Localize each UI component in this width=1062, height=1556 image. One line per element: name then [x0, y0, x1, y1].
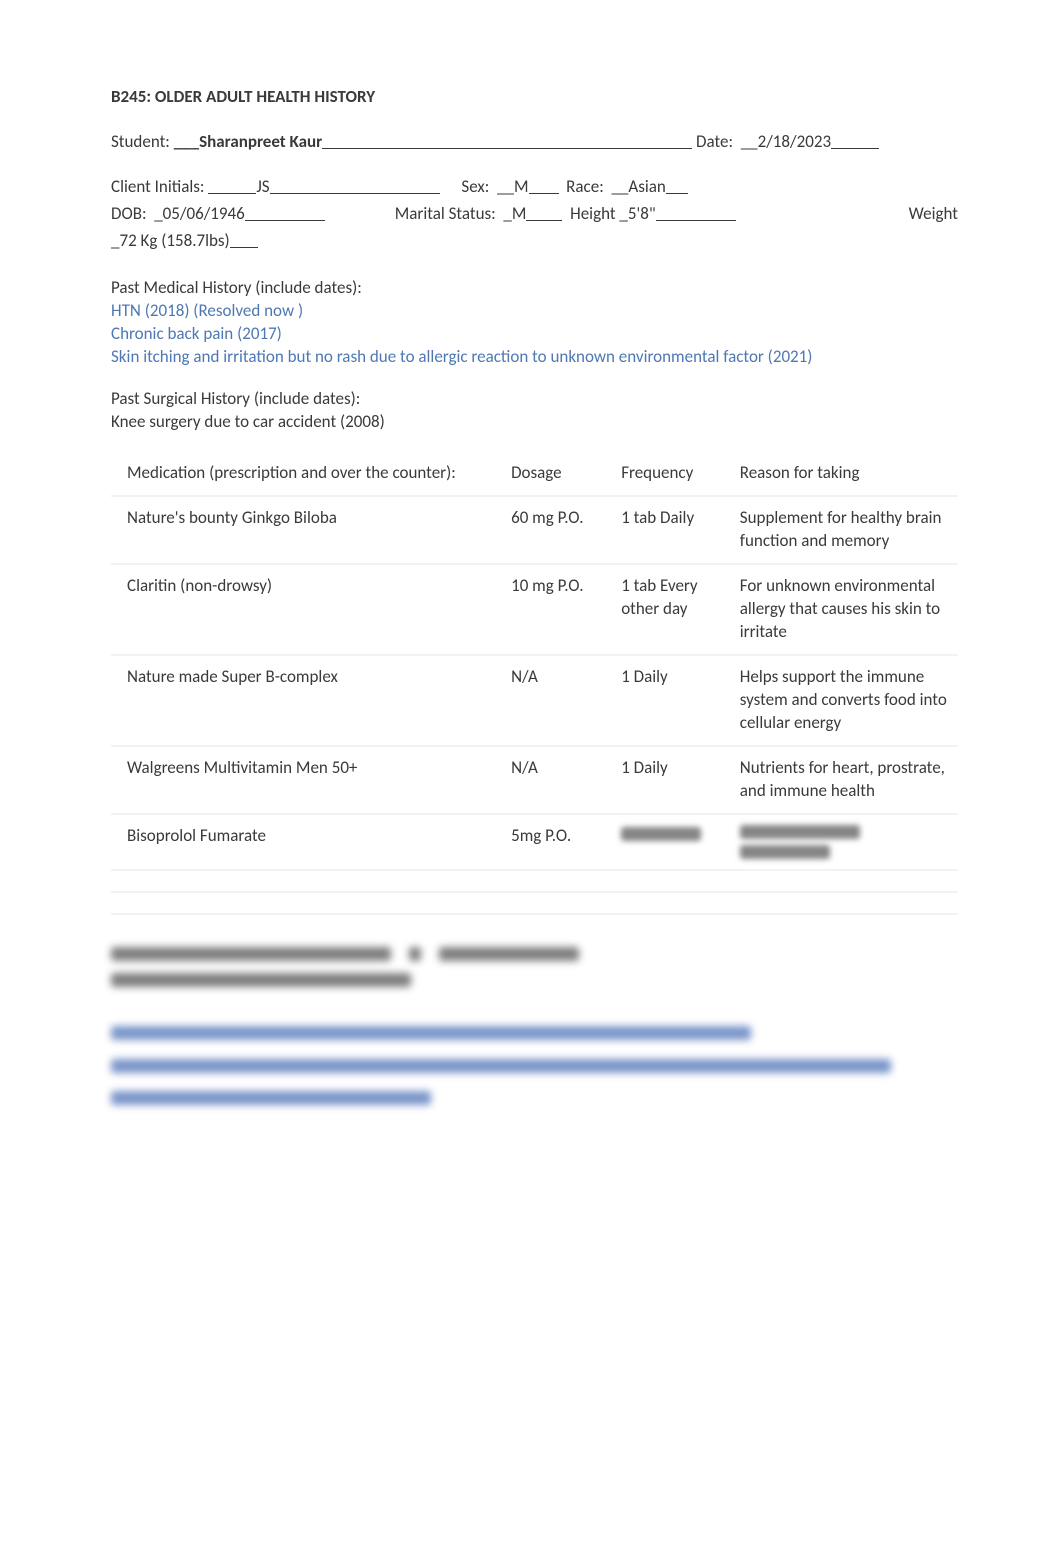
cell-reason: Supplement for healthy brain function an…: [738, 496, 958, 564]
page-title: B245: OLDER ADULT HEALTH HISTORY: [111, 86, 958, 109]
client-initials-value: JS: [256, 176, 269, 199]
cell-reason: For unknown environmental allergy that c…: [738, 564, 958, 655]
student-blank-line: [322, 131, 692, 149]
height-postline: [656, 203, 736, 221]
table-row-empty: [111, 870, 958, 892]
client-initials-preline: [208, 176, 256, 194]
date-label: Date:: [692, 131, 741, 154]
table-row: Walgreens Multivitamin Men 50+ N/A 1 Dai…: [111, 746, 958, 814]
blur-icon: [439, 947, 579, 961]
student-value: Sharanpreet Kaur: [199, 131, 322, 154]
client-sex-race-row: Client Initials: JS Sex: __ M Race: __ A…: [111, 176, 958, 199]
psh-label: Past Surgical History (include dates):: [111, 388, 958, 411]
dob-pre: _: [154, 203, 162, 226]
cell-dose: 5mg P.O.: [509, 814, 619, 870]
cell-dose: 60 mg P.O.: [509, 496, 619, 564]
table-header-row: Medication (prescription and over the co…: [111, 452, 958, 496]
th-reason: Reason for taking: [738, 452, 958, 496]
sex-label: Sex:: [458, 176, 497, 199]
cell-freq: 1 tab Daily: [619, 496, 738, 564]
date-blank-line: [831, 131, 879, 149]
pmh-line-0: HTN (2018) (Resolved now ): [111, 300, 958, 323]
cell-freq-blurred: [619, 814, 738, 870]
pmh-line-2: Skin itching and irritation but no rash …: [111, 346, 958, 369]
blur-icon: [111, 1091, 431, 1105]
cell-med: Bisoprolol Fumarate: [111, 814, 509, 870]
th-medication: Medication (prescription and over the co…: [111, 452, 509, 496]
cell-dose: 10 mg P.O.: [509, 564, 619, 655]
cell-reason: Helps support the immune system and conv…: [738, 655, 958, 746]
sex-value: M: [514, 176, 529, 199]
client-initials-postline: [270, 176, 440, 194]
marital-postline: [526, 203, 562, 221]
cell-dose: N/A: [509, 746, 619, 814]
student-date-row: Student: ___ Sharanpreet Kaur Date: __ 2…: [111, 131, 958, 154]
table-row: Claritin (non-drowsy) 10 mg P.O. 1 tab E…: [111, 564, 958, 655]
dob-marital-height-row: DOB: _ 05/06/1946 Marital Status: _ M He…: [111, 203, 958, 226]
psh-line: Knee surgery due to car accident (2008): [111, 411, 958, 434]
th-dosage: Dosage: [509, 452, 619, 496]
blurred-section: [111, 941, 958, 1119]
weight-label: Weight: [909, 203, 958, 226]
cell-dose: N/A: [509, 655, 619, 746]
height-value: 5'8": [628, 203, 656, 226]
dob-label: DOB:: [111, 203, 154, 226]
date-prefix: __: [741, 131, 758, 154]
pmh-label: Past Medical History (include dates):: [111, 277, 958, 300]
cell-med: Claritin (non-drowsy): [111, 564, 509, 655]
cell-med: Nature made Super B-complex: [111, 655, 509, 746]
cell-freq: 1 Daily: [619, 655, 738, 746]
race-pre: __: [611, 176, 628, 199]
blur-icon: [621, 827, 701, 841]
height-label: Height: [562, 203, 619, 226]
pmh-line-1: Chronic back pain (2017): [111, 323, 958, 346]
date-value: 2/18/2023: [758, 131, 831, 154]
client-initials-label: Client Initials:: [111, 176, 208, 199]
race-postline: [666, 176, 688, 194]
blur-icon: [111, 973, 411, 987]
blur-icon: [740, 825, 860, 839]
marital-pre: _: [503, 203, 511, 226]
marital-label: Marital Status:: [395, 203, 504, 226]
marital-value: M: [512, 203, 527, 226]
cell-reason-blurred: [738, 814, 958, 870]
height-pre: _: [619, 203, 627, 226]
blur-icon: [111, 1059, 891, 1073]
weight-value: 72 Kg (158.7lbs): [119, 230, 229, 253]
cell-med: Nature's bounty Ginkgo Biloba: [111, 496, 509, 564]
cell-reason: Nutrients for heart, prostrate, and immu…: [738, 746, 958, 814]
medication-table: Medication (prescription and over the co…: [111, 452, 958, 914]
blur-icon: [409, 947, 421, 961]
cell-freq: 1 tab Every other day: [619, 564, 738, 655]
table-row: Bisoprolol Fumarate 5mg P.O.: [111, 814, 958, 870]
sex-pre: __: [497, 176, 514, 199]
blur-icon: [111, 1026, 751, 1040]
race-label: Race:: [559, 176, 612, 199]
cell-med: Walgreens Multivitamin Men 50+: [111, 746, 509, 814]
table-row-empty: [111, 892, 958, 914]
dob-value: 05/06/1946: [163, 203, 245, 226]
student-prefix: ___: [174, 131, 199, 154]
weight-value-row: _ 72 Kg (158.7lbs): [111, 230, 958, 253]
dob-postline: [245, 203, 325, 221]
weight-pre: _: [111, 230, 119, 253]
table-row: Nature's bounty Ginkgo Biloba 60 mg P.O.…: [111, 496, 958, 564]
cell-freq: 1 Daily: [619, 746, 738, 814]
race-value: Asian: [628, 176, 665, 199]
blur-icon: [111, 947, 391, 961]
student-label: Student:: [111, 131, 174, 154]
th-frequency: Frequency: [619, 452, 738, 496]
sex-postline: [529, 176, 559, 194]
table-row: Nature made Super B-complex N/A 1 Daily …: [111, 655, 958, 746]
weight-postline: [230, 230, 258, 248]
blur-icon: [740, 845, 830, 859]
